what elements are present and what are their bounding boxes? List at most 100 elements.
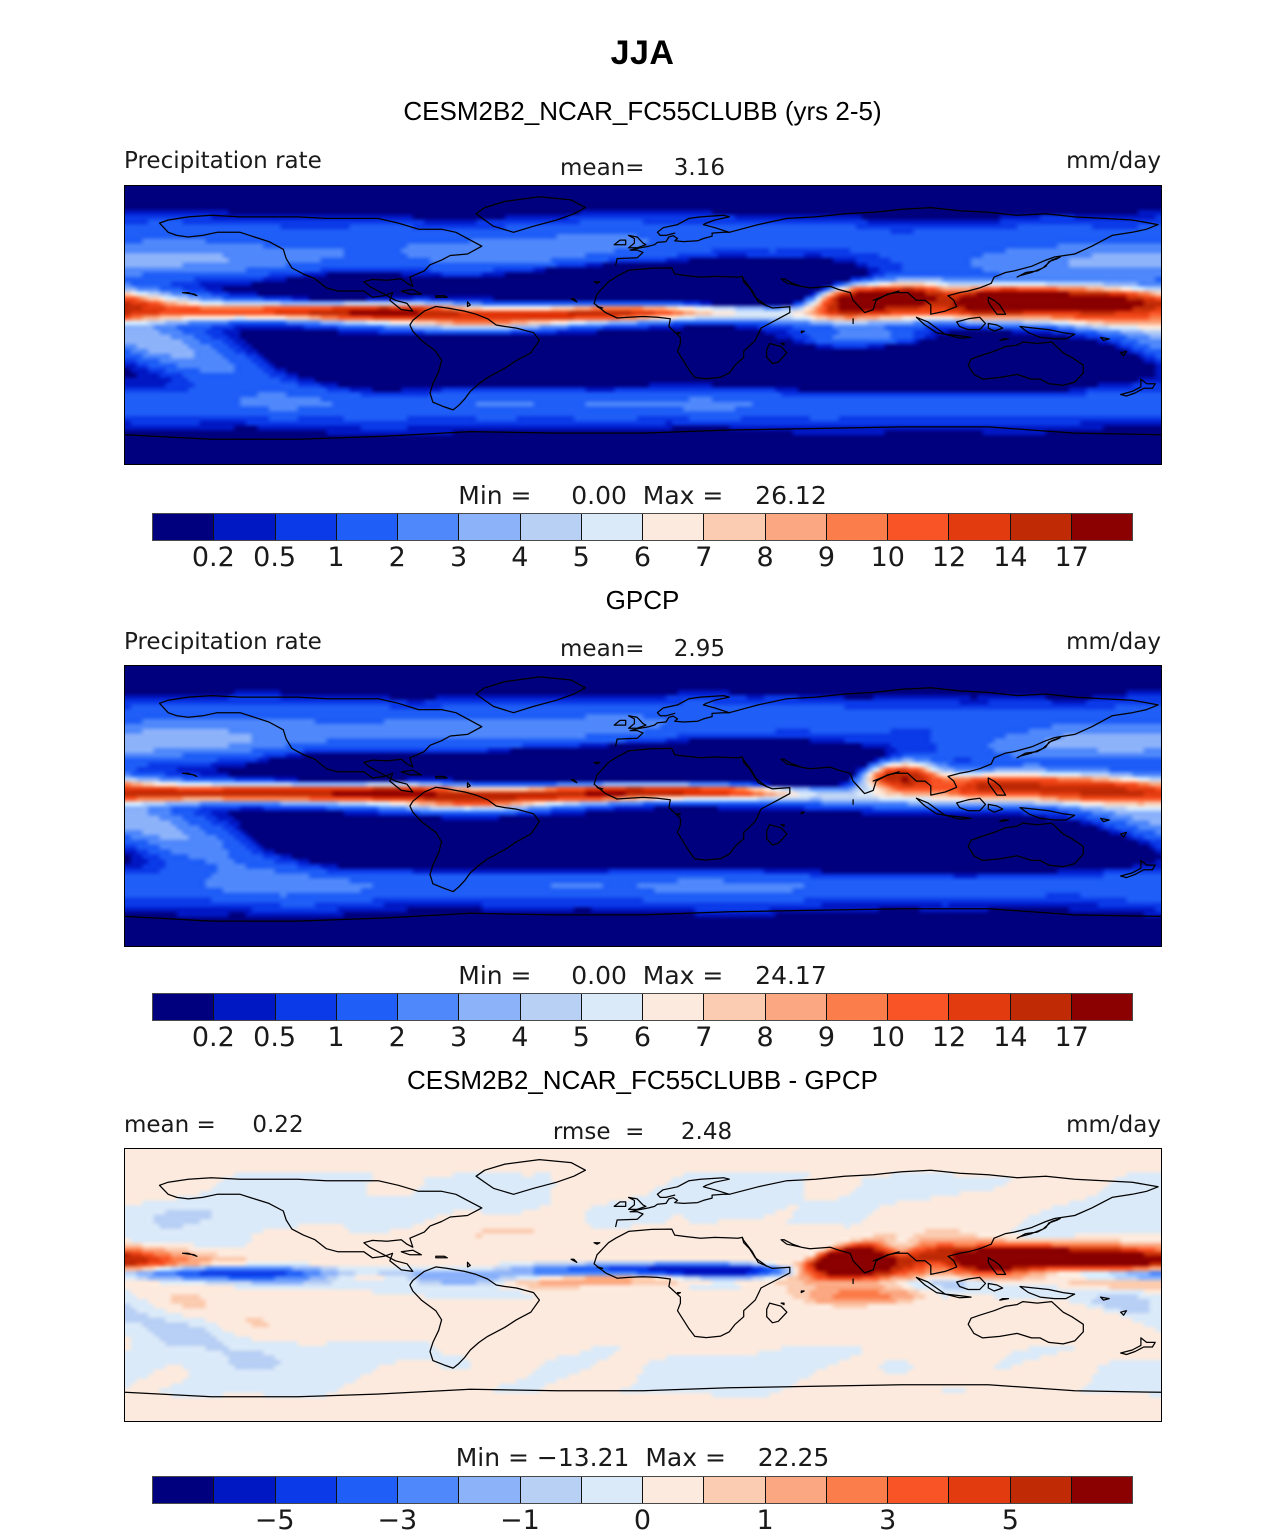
colorbar-tick-label: 7 [695,1022,713,1053]
colorbar-tick-label: 0 [633,1505,652,1536]
coastline-overlay [125,1158,1161,1398]
colorbar-cell [459,994,521,1020]
colorbar-tick-label: 3 [449,1022,468,1053]
colorbar-cell [643,1477,705,1503]
colorbar-2[interactable]: 0.2 0.5 1 2 3 4 5 6 7 8 9 10 12 14 17 [152,993,1133,1055]
coastline-overlay [125,676,1161,922]
colorbar-tick-label: 17 [1054,542,1089,573]
panel-title-1: CESM2B2_NCAR_FC55CLUBB (yrs 2-5) [403,96,882,126]
colorbar-tick-label: 4 [511,542,529,573]
colorbar-tick-label: 0.5 [253,542,297,573]
colorbar-tick-label: 6 [633,1022,652,1053]
colorbar-tick-label: −3 [377,1505,418,1536]
colorbar-tick-label: 9 [817,1022,836,1053]
panel-1-minmax: Min = 0.00 Max = 26.12 [458,481,827,510]
colorbar-cell [153,514,215,540]
colorbar-1-ticks: 0.2 0.5 1 2 3 4 5 6 7 8 9 10 12 14 17 [152,541,1133,575]
colorbar-tick-label: 3 [879,1505,897,1536]
colorbar-cell [214,514,276,540]
colorbar-3-swatches[interactable] [152,1476,1133,1504]
colorbar-tick-label: 7 [695,542,713,573]
colorbar-cell [398,1477,460,1503]
colorbar-tick-label: 4 [511,1022,529,1053]
colorbar-cell [275,514,337,540]
colorbar-cell [581,994,643,1020]
colorbar-cell [888,514,950,540]
panel-3-minmax: Min = −13.21 Max = 22.25 [455,1443,830,1472]
colorbar-tick-label: 14 [993,1022,1028,1053]
map-canvas [125,186,1161,464]
colorbar-tick-label: 5 [1001,1505,1019,1536]
panel-2-units-label: mm/day [1066,629,1161,655]
colorbar-cell [765,1477,827,1503]
panel-2-left-label: Precipitation rate [124,629,322,655]
colorbar-cell [949,994,1011,1020]
colorbar-cell [398,994,460,1020]
colorbar-tick-label: 12 [931,1022,967,1053]
colorbar-cell [888,994,950,1020]
panel-title-3: CESM2B2_NCAR_FC55CLUBB - GPCP [406,1065,879,1095]
colorbar-tick-label: 2 [388,542,406,573]
colorbar-1-swatches[interactable] [152,513,1133,541]
colorbar-1[interactable]: 0.2 0.5 1 2 3 4 5 6 7 8 9 10 12 14 17 [152,513,1133,575]
colorbar-2-ticks: 0.2 0.5 1 2 3 4 5 6 7 8 9 10 12 14 17 [152,1021,1133,1055]
colorbar-cell [581,514,643,540]
colorbar-cell [459,1477,521,1503]
panel-3-units-label: mm/day [1066,1112,1161,1138]
colorbar-cell [336,1477,398,1503]
colorbar-tick-label: 0.5 [253,1022,297,1053]
panel-title-2: GPCP [605,585,680,615]
colorbar-cell [581,1477,643,1503]
colorbar-3-ticks: −5 −3 −1 0 1 3 5 [152,1504,1133,1538]
map-panel-difference[interactable] [124,1148,1162,1422]
colorbar-2-swatches[interactable] [152,993,1133,1021]
colorbar-cell [520,1477,582,1503]
colorbar-tick-label: −1 [499,1505,540,1536]
colorbar-3[interactable]: −5 −3 −1 0 1 3 5 [152,1476,1133,1538]
colorbar-tick-label: 6 [633,542,652,573]
colorbar-cell [704,1477,766,1503]
colorbar-cell [765,514,827,540]
colorbar-tick-label: 8 [756,1022,774,1053]
colorbar-tick-label: 14 [993,542,1028,573]
map-canvas [125,666,1161,946]
panel-1-left-label: Precipitation rate [124,148,322,174]
colorbar-cell [214,994,276,1020]
colorbar-cell [643,994,705,1020]
panel-1-mean-label: mean= 3.16 [560,155,725,181]
colorbar-cell [275,994,337,1020]
colorbar-tick-label: 2 [388,1022,406,1053]
colorbar-tick-label: 0.2 [191,542,235,573]
colorbar-tick-label: 5 [572,1022,590,1053]
colorbar-cell [275,1477,337,1503]
colorbar-cell [826,994,888,1020]
colorbar-cell [459,514,521,540]
colorbar-tick-label: 1 [327,1022,345,1053]
colorbar-cell [949,1477,1011,1503]
colorbar-cell [336,994,398,1020]
colorbar-tick-label: 0.2 [191,1022,235,1053]
map-panel-obs[interactable] [124,665,1162,947]
colorbar-cell [643,514,705,540]
colorbar-cell [888,1477,950,1503]
colorbar-tick-label: 10 [870,542,905,573]
colorbar-cell [153,1477,215,1503]
map-canvas [125,1149,1161,1421]
panel-2-minmax: Min = 0.00 Max = 24.17 [458,961,827,990]
colorbar-tick-label: 1 [756,1505,774,1536]
coastline-overlay [125,196,1161,440]
panel-1-units-label: mm/day [1066,148,1161,174]
main-title: JJA [610,34,675,72]
panel-2-mean-label: mean= 2.95 [560,636,725,662]
colorbar-cell [520,514,582,540]
colorbar-cell [336,514,398,540]
map-panel-model[interactable] [124,185,1162,465]
colorbar-cell [520,994,582,1020]
colorbar-cell [153,994,215,1020]
colorbar-cell [1010,514,1072,540]
colorbar-cell [1071,514,1132,540]
colorbar-cell [765,994,827,1020]
panel-3-rmse-label: rmse = 2.48 [552,1119,733,1145]
colorbar-cell [1071,1477,1132,1503]
